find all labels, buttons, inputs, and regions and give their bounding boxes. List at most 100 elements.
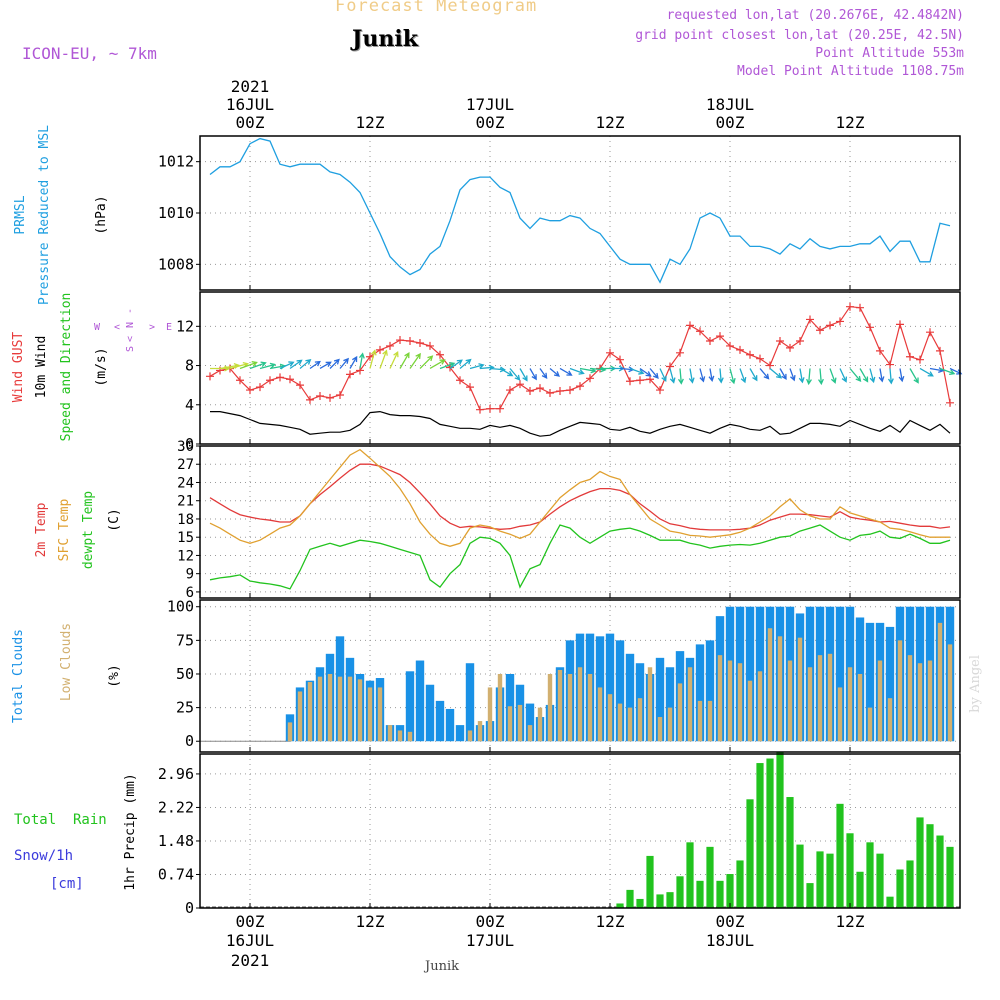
low-cloud-bar bbox=[877, 660, 883, 742]
gust-point bbox=[576, 382, 584, 391]
bottom-time-label: 00Z bbox=[476, 912, 505, 931]
gust-point bbox=[276, 373, 284, 382]
low-cloud-bar bbox=[707, 700, 713, 742]
wind-arrow bbox=[529, 368, 537, 381]
wind-arrow bbox=[779, 368, 787, 381]
wind-arrow bbox=[688, 368, 695, 384]
rain-bar bbox=[786, 797, 794, 908]
author-signature: by Angel bbox=[968, 655, 983, 713]
low-cloud-bar bbox=[317, 676, 323, 742]
dewpoint-line bbox=[209, 524, 951, 590]
gust-point bbox=[386, 341, 394, 350]
low-cloud-bar bbox=[537, 707, 543, 742]
gust-point bbox=[436, 350, 444, 359]
wind-arrow bbox=[909, 368, 919, 384]
wind-label: 10m Wind bbox=[34, 336, 49, 399]
y-tick-label: 27 bbox=[177, 457, 194, 473]
gust-point bbox=[756, 354, 764, 363]
gust-point bbox=[766, 361, 774, 370]
wind-arrow bbox=[708, 368, 715, 382]
y-tick-label: 0 bbox=[185, 732, 194, 750]
gust-label: Wind GUST bbox=[11, 332, 26, 403]
gust-point bbox=[736, 345, 744, 354]
low-cloud-bar bbox=[777, 636, 783, 742]
wind-arrow bbox=[358, 352, 365, 369]
gust-point bbox=[556, 387, 564, 396]
low-cloud-bar bbox=[477, 721, 483, 742]
legend-north-arrow: - bbox=[125, 308, 136, 314]
wind-arrow bbox=[279, 361, 295, 370]
total-cloud-bar bbox=[525, 703, 535, 742]
rain-bar bbox=[686, 842, 694, 908]
top-day-label: 18JUL bbox=[706, 95, 754, 114]
low-cloud-bar bbox=[837, 687, 843, 742]
gust-point bbox=[526, 387, 534, 396]
rain-bar bbox=[636, 898, 644, 908]
low-cloud-bar bbox=[617, 703, 623, 742]
low-cloud-bar bbox=[847, 667, 853, 742]
cloud-panel-labels: Total Clouds Low Clouds (%) bbox=[11, 623, 122, 723]
gust-point bbox=[206, 372, 214, 381]
total-cloud-bar bbox=[465, 663, 475, 742]
total-cloud-bar bbox=[615, 640, 625, 742]
low-cloud-bar bbox=[687, 667, 693, 742]
low-cloud-bar bbox=[557, 669, 563, 742]
rain-bar bbox=[886, 896, 894, 908]
gust-point bbox=[606, 348, 614, 357]
pressure-line bbox=[209, 137, 951, 284]
bottom-time-label: 00Z bbox=[236, 912, 265, 931]
low-cloud-bar bbox=[797, 637, 803, 742]
y-tick-label: 1.48 bbox=[158, 832, 194, 850]
low-cloud-bar bbox=[767, 628, 773, 742]
gust-point bbox=[416, 338, 424, 347]
rain-bar bbox=[896, 869, 904, 908]
bottom-time-label: 12Z bbox=[356, 912, 385, 931]
low-cloud-bar bbox=[327, 673, 333, 742]
low-cloud-bar bbox=[927, 660, 933, 742]
gust-point bbox=[706, 337, 714, 346]
wind-arrow bbox=[389, 350, 399, 369]
rain-bar bbox=[906, 860, 914, 908]
gust-point bbox=[846, 302, 854, 311]
wind-arrow bbox=[509, 368, 521, 381]
gust-point bbox=[776, 337, 784, 346]
rain-bar bbox=[696, 880, 704, 908]
wind-arrow bbox=[659, 368, 667, 382]
wind-arrow bbox=[459, 358, 472, 369]
gust-point bbox=[876, 346, 884, 355]
gust-point bbox=[296, 381, 304, 390]
low-cloud-bar bbox=[857, 673, 863, 742]
gust-point bbox=[726, 341, 734, 350]
rain-bar bbox=[726, 874, 734, 908]
low-clouds-label: Low Clouds bbox=[59, 623, 74, 701]
wind-arrow bbox=[379, 349, 388, 369]
low-cloud-bar bbox=[677, 683, 683, 742]
rain-bar bbox=[676, 876, 684, 908]
gust-point bbox=[236, 376, 244, 385]
wind-arrow bbox=[878, 368, 885, 383]
total-cloud-bar bbox=[625, 653, 635, 742]
rain-bar bbox=[806, 883, 814, 908]
wind-arrow bbox=[419, 355, 434, 369]
low-cloud-bar bbox=[397, 730, 403, 742]
rain-bar bbox=[646, 855, 654, 908]
total-cloud-bar bbox=[745, 606, 755, 742]
bottom-time-label: 12Z bbox=[836, 912, 865, 931]
gust-point bbox=[566, 386, 574, 395]
low-cloud-bar bbox=[817, 655, 823, 742]
panel-frame-2 bbox=[199, 445, 961, 599]
legend-south: S bbox=[125, 346, 136, 352]
wind-arrow bbox=[939, 367, 956, 376]
rain-bar bbox=[876, 853, 884, 908]
y-tick-label: 2.22 bbox=[158, 798, 194, 816]
requested-point: requested lon,lat (20.2676E, 42.4842N) bbox=[666, 8, 964, 23]
y-tick-label: 0 bbox=[185, 899, 194, 917]
y-tick-label: 25 bbox=[176, 699, 194, 717]
rain-bar bbox=[846, 833, 854, 908]
bottom-day-label: 18JUL bbox=[706, 931, 754, 950]
bottom-year-label: 2021 bbox=[231, 951, 270, 970]
rain-bar bbox=[666, 892, 674, 908]
low-cloud-bar bbox=[827, 653, 833, 742]
low-cloud-bar bbox=[727, 660, 733, 742]
total-cloud-bar bbox=[695, 644, 705, 742]
